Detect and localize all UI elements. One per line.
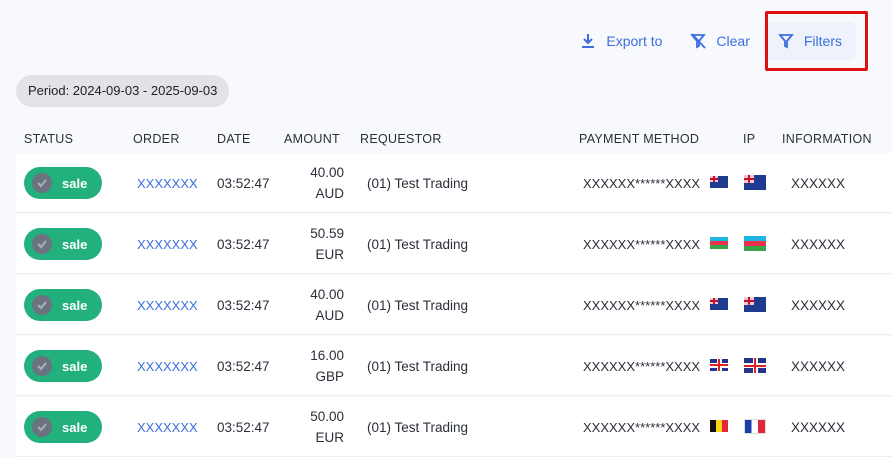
clear-filters-button[interactable]: Clear [676, 22, 763, 60]
column-header[interactable]: REQUESTOR [360, 132, 442, 146]
date: 03:52:47 [217, 358, 270, 374]
information: XXXXXX [791, 419, 846, 435]
order-link[interactable]: XXXXXXX [137, 358, 198, 374]
check-icon [32, 173, 52, 193]
ip-country-flag-icon [744, 236, 766, 251]
payment-method: XXXXXX******XXXX [583, 175, 701, 191]
information: XXXXXX [791, 236, 846, 252]
filters-label: Filters [803, 33, 842, 49]
status-text: sale [62, 175, 88, 191]
filter-off-icon [690, 33, 707, 49]
requestor: (01) Test Trading [367, 297, 469, 313]
column-header[interactable]: AMOUNT [284, 132, 340, 146]
payment-country-flag-icon [710, 420, 728, 432]
highlight-box [765, 11, 868, 71]
date: 03:52:47 [217, 419, 270, 435]
column-header[interactable]: DATE [217, 132, 251, 146]
order-link[interactable]: XXXXXXX [137, 419, 198, 435]
amount-value: 50.59 [310, 226, 344, 241]
column-header[interactable]: IP [743, 132, 756, 146]
table-row[interactable]: sale XXXXXXX 03:52:47 16.00 GBP (01) Test… [16, 336, 892, 396]
status-badge: sale [24, 289, 102, 321]
amount-value: 16.00 [310, 348, 344, 363]
payment-country-flag-icon [710, 298, 728, 310]
date: 03:52:47 [217, 297, 270, 313]
amount-value: 50.00 [310, 409, 344, 424]
status-text: sale [62, 297, 88, 313]
amount: 40.00 AUD [284, 275, 344, 335]
payment-method: XXXXXX******XXXX [583, 297, 701, 313]
currency: GBP [315, 369, 344, 384]
payment-country-flag-icon [710, 237, 728, 249]
check-icon [32, 234, 52, 254]
date: 03:52:47 [217, 175, 270, 191]
status-badge: sale [24, 167, 102, 199]
check-icon [32, 295, 52, 315]
payment-method: XXXXXX******XXXX [583, 419, 701, 435]
amount: 40.00 AUD [284, 153, 344, 213]
amount: 50.00 EUR [284, 397, 344, 457]
currency: EUR [315, 430, 344, 445]
column-header[interactable]: ORDER [133, 132, 180, 146]
download-icon [582, 34, 595, 48]
order-link[interactable]: XXXXXXX [137, 297, 198, 313]
column-header[interactable]: PAYMENT METHOD [579, 132, 700, 146]
currency: EUR [315, 247, 344, 262]
status-text: sale [62, 236, 88, 252]
table-row[interactable]: sale XXXXXXX 03:52:47 50.59 EUR (01) Test… [16, 214, 892, 274]
export-label: Export to [606, 33, 663, 49]
status-text: sale [62, 358, 88, 374]
table-row[interactable]: sale XXXXXXX 03:52:47 50.00 EUR (01) Test… [16, 397, 892, 457]
ip-country-flag-icon [744, 358, 766, 373]
payment-country-flag-icon [710, 359, 728, 371]
status-text: sale [62, 419, 88, 435]
period-chip[interactable]: Period: 2024-09-03 - 2025-09-03 [16, 75, 230, 107]
currency: AUD [315, 186, 344, 201]
amount: 16.00 GBP [284, 336, 344, 396]
amount-value: 40.00 [310, 165, 344, 180]
requestor: (01) Test Trading [367, 175, 469, 191]
table-row[interactable]: sale XXXXXXX 03:52:47 40.00 AUD (01) Test… [16, 275, 892, 335]
filter-icon [777, 34, 794, 49]
currency: AUD [315, 308, 344, 323]
requestor: (01) Test Trading [367, 419, 469, 435]
payment-method: XXXXXX******XXXX [583, 358, 701, 374]
status-badge: sale [24, 228, 102, 260]
check-icon [32, 417, 52, 437]
amount: 50.59 EUR [284, 214, 344, 274]
filters-button[interactable]: Filters [763, 22, 856, 60]
requestor: (01) Test Trading [367, 358, 469, 374]
information: XXXXXX [791, 358, 846, 374]
requestor: (01) Test Trading [367, 236, 469, 252]
ip-country-flag-icon [744, 297, 766, 312]
payment-country-flag-icon [710, 176, 728, 188]
ip-country-flag-icon [744, 419, 766, 434]
check-icon [32, 356, 52, 376]
order-link[interactable]: XXXXXXX [137, 175, 198, 191]
status-badge: sale [24, 411, 102, 443]
clear-label: Clear [716, 33, 750, 49]
date: 03:52:47 [217, 236, 270, 252]
ip-country-flag-icon [744, 175, 766, 190]
table-row[interactable]: sale XXXXXXX 03:52:47 40.00 AUD (01) Test… [16, 153, 892, 213]
information: XXXXXX [791, 175, 846, 191]
payment-method: XXXXXX******XXXX [583, 236, 701, 252]
column-header[interactable]: INFORMATION [782, 132, 872, 146]
column-header[interactable]: STATUS [24, 132, 74, 146]
amount-value: 40.00 [310, 287, 344, 302]
toolbar: Export to Clear Filters [566, 22, 892, 60]
information: XXXXXX [791, 297, 846, 313]
status-badge: sale [24, 350, 102, 382]
order-link[interactable]: XXXXXXX [137, 236, 198, 252]
export-button[interactable]: Export to [566, 22, 676, 60]
